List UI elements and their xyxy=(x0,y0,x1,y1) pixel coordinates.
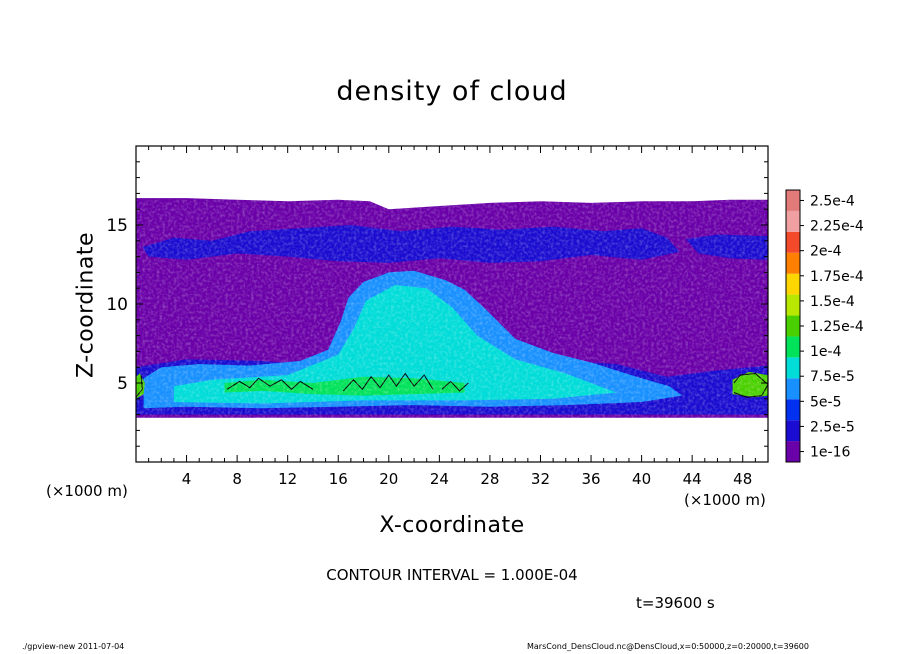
colorbar-label: 1.5e-4 xyxy=(810,294,855,310)
x-tick-label: 24 xyxy=(430,470,449,488)
colorbar-swatch xyxy=(786,420,800,442)
field-texture xyxy=(136,199,768,418)
colorbar-label: 1e-4 xyxy=(810,344,842,360)
x-tick-label: 32 xyxy=(531,470,550,488)
colorbar-swatch xyxy=(786,210,800,232)
colorbar-label: 1.75e-4 xyxy=(810,269,864,285)
x-tick-label: 28 xyxy=(480,470,499,488)
x-tick-label: 12 xyxy=(278,470,297,488)
x-tick-label: 20 xyxy=(379,470,398,488)
density-field xyxy=(136,198,768,418)
x-unit-label-left: (×1000 m) xyxy=(46,482,128,500)
x-tick-label: 48 xyxy=(733,470,752,488)
y-tick-label: 5 xyxy=(117,374,128,394)
colorbar: 2.5e-4 2.25e-4 2e-4 1.75e-4 1.5e-4 1.25e-4 1e-… xyxy=(785,189,864,463)
colorbar-swatch xyxy=(786,441,800,462)
contour-interval-note: CONTOUR INTERVAL = 1.000E-04 xyxy=(326,566,578,584)
y-tick-label: 15 xyxy=(106,216,128,236)
y-axis-label: Z-coordinate xyxy=(73,232,99,378)
colorbar-swatch xyxy=(786,231,800,253)
time-stamp: t=39600 s xyxy=(636,594,715,612)
colorbar-label: 2.5e-4 xyxy=(810,193,855,209)
colorbar-label: 5e-5 xyxy=(810,394,841,410)
x-tick-label: 36 xyxy=(581,470,600,488)
x-tick-label: 4 xyxy=(182,470,192,488)
colorbar-label: 1e-16 xyxy=(810,445,850,461)
x-tick-label: 40 xyxy=(632,470,651,488)
colorbar-swatch xyxy=(786,273,800,295)
x-axis-label: X-coordinate xyxy=(379,513,525,538)
colorbar-swatch xyxy=(786,252,800,274)
x-tick-label: 16 xyxy=(329,470,348,488)
colorbar-swatch xyxy=(786,357,800,379)
colorbar-swatch xyxy=(786,190,800,211)
x-tick-label: 44 xyxy=(683,470,702,488)
y-tick-label: 10 xyxy=(106,295,128,315)
colorbar-swatch xyxy=(786,336,800,358)
colorbar-label: 7.5e-5 xyxy=(810,369,855,385)
x-tick-label: 8 xyxy=(232,470,242,488)
colorbar-label: 2.5e-5 xyxy=(810,419,855,435)
colorbar-label: 1.25e-4 xyxy=(810,319,864,335)
footer-right: MarsCond_DensCloud.nc@DensCloud,x=0:5000… xyxy=(527,642,809,651)
colorbar-label: 2e-4 xyxy=(810,244,842,260)
colorbar-swatch xyxy=(786,294,800,316)
colorbar-label: 2.25e-4 xyxy=(810,219,864,235)
chart-title: density of cloud xyxy=(336,76,568,107)
x-unit-label-right: (×1000 m) xyxy=(684,491,766,509)
footer-left: ./gpview-new 2011-07-04 xyxy=(22,642,125,651)
colorbar-swatch xyxy=(786,315,800,337)
colorbar-swatch xyxy=(786,399,800,421)
colorbar-swatch xyxy=(786,378,800,400)
